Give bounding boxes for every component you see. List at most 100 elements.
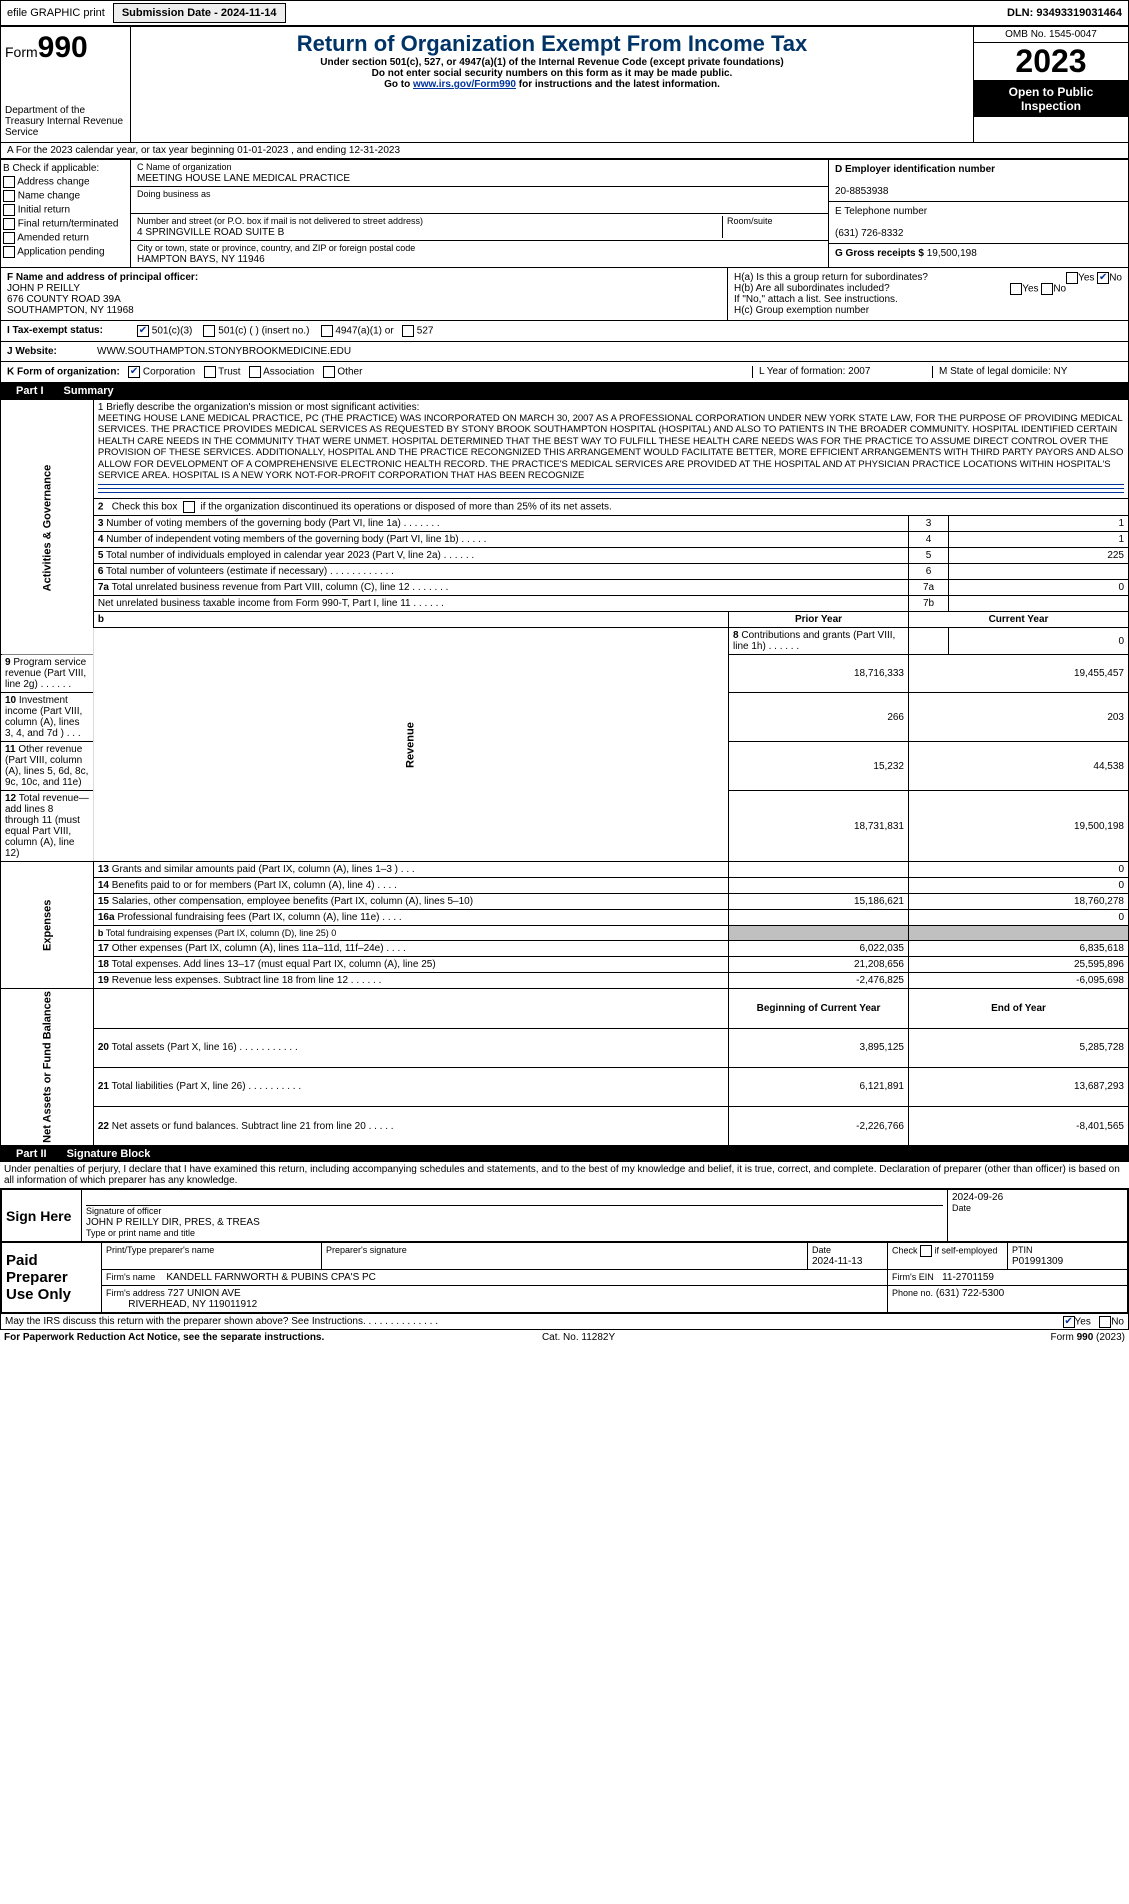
table-row: 14 Benefits paid to or for members (Part… xyxy=(1,878,1129,894)
ein-value: 20-8853938 xyxy=(835,186,888,197)
sig-declaration: Under penalties of perjury, I declare th… xyxy=(0,1162,1129,1188)
city-label: City or town, state or province, country… xyxy=(137,243,415,253)
subtitle-3: Go to www.irs.gov/Form990 for instructio… xyxy=(135,79,969,90)
footer-mid: Cat. No. 11282Y xyxy=(542,1332,615,1343)
box-b-opt: Name change xyxy=(3,189,128,203)
prep-date: 2024-11-13 xyxy=(812,1256,862,1267)
submission-date-button[interactable]: Submission Date - 2024-11-14 xyxy=(113,3,286,23)
table-row: 5 Total number of individuals employed i… xyxy=(1,548,1129,564)
sign-here: Sign Here xyxy=(2,1190,82,1242)
vlabel-na: Net Assets or Fund Balances xyxy=(1,989,94,1146)
box-d-e-g: D Employer identification number 20-88539… xyxy=(828,160,1128,267)
sig-officer-label: Signature of officer xyxy=(86,1206,161,1216)
addr-value: 4 SPRINGVILLE ROAD SUITE B xyxy=(137,227,284,238)
table-row: 4 Number of independent voting members o… xyxy=(1,532,1129,548)
firm-addr1: 727 UNION AVE xyxy=(168,1288,241,1299)
dba-label: Doing business as xyxy=(137,189,211,199)
addr-label: Number and street (or P.O. box if mail i… xyxy=(137,216,423,226)
box-b-opt: Amended return xyxy=(3,231,128,245)
col-begin: Beginning of Current Year xyxy=(757,1003,881,1014)
ein-label: D Employer identification number xyxy=(835,164,995,175)
paid-preparer: Paid Preparer Use Only xyxy=(2,1243,102,1313)
city-value: HAMPTON BAYS, NY 11946 xyxy=(137,254,265,265)
table-row: 6 Total number of volunteers (estimate i… xyxy=(1,564,1129,580)
row-j: J Website: WWW.SOUTHAMPTON.STONYBROOKMED… xyxy=(0,342,1129,362)
footer-right: Form 990 (2023) xyxy=(1050,1332,1124,1343)
firm-name: KANDELL FARNWORTH & PUBINS CPA'S PC xyxy=(166,1272,376,1283)
phone-label: E Telephone number xyxy=(835,206,927,217)
table-row: 20 Total assets (Part X, line 16) . . . … xyxy=(1,1028,1129,1067)
open-inspection: Open to Public Inspection xyxy=(974,81,1128,117)
part1-table: Activities & Governance 1 Briefly descri… xyxy=(0,399,1129,1146)
year-formation: L Year of formation: 2007 xyxy=(752,366,932,378)
subtitle-2: Do not enter social security numbers on … xyxy=(135,68,969,79)
box-b-opt: Final return/terminated xyxy=(3,217,128,231)
table-row: 22 Net assets or fund balances. Subtract… xyxy=(1,1106,1129,1145)
hb2-label: If "No," attach a list. See instructions… xyxy=(734,294,1122,305)
ha-label: H(a) Is this a group return for subordin… xyxy=(734,272,928,283)
form-org-label: K Form of organization: xyxy=(7,367,120,378)
box-b-opt: Address change xyxy=(3,175,128,189)
table-row: Net unrelated business taxable income fr… xyxy=(1,596,1129,612)
room-label: Room/suite xyxy=(727,216,773,226)
table-row: 16a Professional fundraising fees (Part … xyxy=(1,910,1129,926)
vlabel-exp: Expenses xyxy=(1,862,94,989)
omb-number: OMB No. 1545-0047 xyxy=(974,27,1128,43)
box-b-opt: Application pending xyxy=(3,245,128,259)
top-bar: efile GRAPHIC print Submission Date - 20… xyxy=(0,0,1129,26)
subtitle-1: Under section 501(c), 527, or 4947(a)(1)… xyxy=(135,57,969,68)
table-row: 21 Total liabilities (Part X, line 26) .… xyxy=(1,1067,1129,1106)
gross-label: G Gross receipts $ xyxy=(835,248,924,259)
box-b-header: B Check if applicable: xyxy=(3,162,128,175)
discuss-row: May the IRS discuss this return with the… xyxy=(1,1313,1128,1329)
efile-label: efile GRAPHIC print xyxy=(1,5,111,21)
vlabel-ag: Activities & Governance xyxy=(1,400,94,655)
table-row: b Total fundraising expenses (Part IX, c… xyxy=(1,926,1129,941)
row-k: K Form of organization: Corporation Trus… xyxy=(0,362,1129,383)
officer-name: JOHN P REILLY xyxy=(7,283,80,294)
table-row: 17 Other expenses (Part IX, column (A), … xyxy=(1,941,1129,957)
part1-bar: Part ISummary xyxy=(0,383,1129,399)
ptin: P01991309 xyxy=(1012,1256,1063,1267)
table-row: 15 Salaries, other compensation, employe… xyxy=(1,894,1129,910)
org-name-label: C Name of organization xyxy=(137,162,232,172)
box-f: F Name and address of principal officer:… xyxy=(1,268,728,320)
table-row: 19 Revenue less expenses. Subtract line … xyxy=(1,973,1129,989)
instructions-link[interactable]: www.irs.gov/Form990 xyxy=(413,79,516,90)
dept-label: Department of the Treasury Internal Reve… xyxy=(5,105,126,138)
org-name: MEETING HOUSE LANE MEDICAL PRACTICE xyxy=(137,173,350,184)
sig-date: 2024-09-26 xyxy=(952,1192,1123,1203)
line2: 2 Check this box 2 Check this box if the… xyxy=(93,499,1128,516)
line-a: A For the 2023 calendar year, or tax yea… xyxy=(0,143,1129,159)
form-header: Form990 Department of the Treasury Inter… xyxy=(0,26,1129,143)
page-footer: For Paperwork Reduction Act Notice, see … xyxy=(0,1330,1129,1345)
row-i: I Tax-exempt status: 501(c)(3) 501(c) ( … xyxy=(0,321,1129,342)
officer-sig-name: JOHN P REILLY DIR, PRES, & TREAS xyxy=(86,1217,260,1228)
line1-label: 1 Briefly describe the organization's mi… xyxy=(98,402,1124,413)
gross-value: 19,500,198 xyxy=(927,248,977,259)
table-row: 7a Total unrelated business revenue from… xyxy=(1,580,1129,596)
dln-label: DLN: 93493319031464 xyxy=(1001,5,1128,21)
box-c: C Name of organizationMEETING HOUSE LANE… xyxy=(131,160,828,267)
tax-year: 2023 xyxy=(974,43,1128,81)
box-h: H(a) Is this a group return for subordin… xyxy=(728,268,1128,320)
form-number: Form990 xyxy=(5,31,126,65)
firm-ein: 11-2701159 xyxy=(942,1272,994,1283)
section-b-through-g: B Check if applicable: Address change Na… xyxy=(0,159,1129,268)
firm-addr2: RIVERHEAD, NY 119011912 xyxy=(128,1299,257,1310)
table-row: 3 Number of voting members of the govern… xyxy=(1,516,1129,532)
hc-label: H(c) Group exemption number xyxy=(734,305,1122,316)
phone-value: (631) 726-8332 xyxy=(835,228,903,239)
website-value: WWW.SOUTHAMPTON.STONYBROOKMEDICINE.EDU xyxy=(97,346,351,357)
signature-block: Sign Here Signature of officerJOHN P REI… xyxy=(0,1188,1129,1330)
col-end: End of Year xyxy=(991,1003,1046,1014)
form-title: Return of Organization Exempt From Incom… xyxy=(135,31,969,57)
vlabel-rev: Revenue xyxy=(93,628,728,862)
section-f-h: F Name and address of principal officer:… xyxy=(0,268,1129,321)
hb-label: H(b) Are all subordinates included? xyxy=(734,283,890,294)
col-prior: Prior Year xyxy=(795,614,842,625)
firm-phone: (631) 722-5300 xyxy=(936,1288,1004,1299)
officer-addr1: 676 COUNTY ROAD 39A xyxy=(7,294,121,305)
box-b-opt: Initial return xyxy=(3,203,128,217)
col-current: Current Year xyxy=(989,614,1049,625)
